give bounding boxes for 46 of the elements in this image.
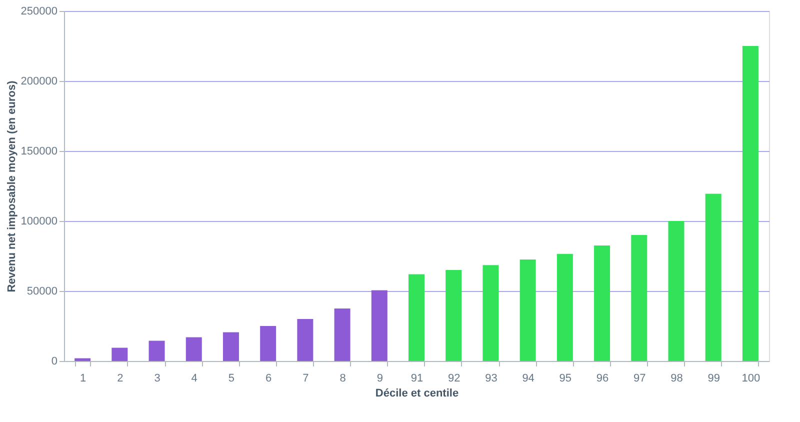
y-axis-title: Revenu net imposable moyen (en euros) — [6, 80, 18, 292]
x-tick-label: 93 — [485, 372, 498, 384]
bar — [631, 235, 648, 361]
x-tick-label: 7 — [302, 372, 309, 384]
x-tick-label: 97 — [634, 372, 646, 384]
bar — [186, 337, 202, 361]
x-tick-label: 5 — [228, 372, 235, 384]
bar — [371, 290, 388, 361]
y-tick-label: 50000 — [26, 286, 58, 298]
x-tick-label: 98 — [670, 372, 683, 384]
bar — [556, 254, 573, 361]
x-tick-label: 3 — [154, 372, 160, 384]
bar — [742, 46, 758, 361]
bar — [482, 265, 499, 361]
bar — [334, 308, 350, 361]
x-tick-label: 95 — [559, 372, 572, 384]
bar — [408, 274, 424, 361]
y-tick-label: 0 — [51, 356, 58, 368]
bar — [520, 260, 536, 361]
x-tick-label: 1 — [80, 372, 86, 384]
x-tick-label: 4 — [191, 372, 198, 384]
bar — [112, 348, 128, 361]
x-tick-label: 100 — [742, 372, 760, 384]
x-tick-label: 2 — [117, 372, 124, 384]
y-tick-label: 150000 — [20, 146, 58, 158]
x-tick-label: 99 — [708, 372, 720, 384]
y-tick-label: 100000 — [20, 216, 58, 228]
x-tick-label: 9 — [376, 372, 383, 384]
x-tick-label: 94 — [522, 372, 534, 384]
x-tick-label: 92 — [448, 372, 460, 384]
bar — [260, 326, 276, 361]
y-tick-label: 200000 — [20, 76, 58, 88]
bar — [594, 246, 610, 361]
x-axis-title: Décile et centile — [375, 388, 459, 400]
bar — [705, 194, 722, 361]
bar — [297, 319, 314, 361]
bar — [446, 270, 462, 361]
bar — [668, 221, 684, 361]
x-tick-label: 8 — [340, 372, 346, 384]
bar — [222, 332, 239, 361]
y-tick-label: 250000 — [20, 6, 58, 18]
bar — [148, 340, 165, 361]
x-tick-label: 91 — [410, 372, 424, 384]
x-tick-label: 6 — [266, 372, 272, 384]
x-tick-label: 96 — [596, 372, 609, 384]
bar — [74, 358, 91, 361]
